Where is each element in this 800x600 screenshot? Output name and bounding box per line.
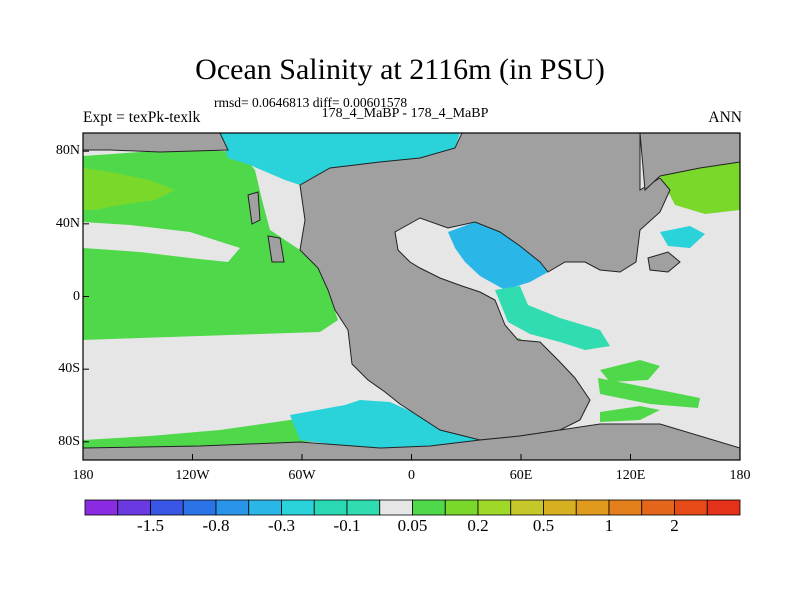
plot-title: Ocean Salinity at 2116m (in PSU) [195, 53, 605, 86]
colorbar-swatch [444, 499, 479, 516]
colorbar-label: 1 [604, 516, 614, 535]
land-antarctic-strip [83, 423, 740, 460]
negative-anomaly-tethys-south [495, 286, 610, 350]
x-tick-label: 0 [408, 468, 415, 483]
colorbar-swatch [575, 499, 610, 516]
colorbar-swatch [608, 499, 643, 516]
colorbar-swatch [346, 499, 381, 516]
colorbar-swatch [510, 499, 544, 516]
positive-anomaly-east-1 [600, 360, 660, 382]
positive-anomaly-southern-east [600, 406, 660, 422]
colorbar-swatch [313, 499, 348, 516]
colorbar-swatch [477, 499, 512, 516]
season-label: ANN [708, 109, 742, 126]
negative-anomaly-tethys [448, 222, 548, 290]
colorbar-label: 0.05 [397, 516, 428, 535]
colorbar-swatch [706, 499, 741, 516]
experiment-label: Expt = texPk-texlk [83, 109, 201, 126]
y-tick-label: 0 [73, 288, 80, 304]
colorbar-swatch [674, 499, 708, 516]
colorbar-swatch [641, 499, 675, 516]
x-tick-label: 180 [729, 468, 751, 483]
y-tick-label: 40S [58, 361, 80, 377]
neutral-inlet [83, 222, 240, 262]
colorbar-swatch [379, 499, 413, 516]
positive-anomaly-east-3 [660, 162, 740, 214]
land-fragment-west-2 [267, 235, 285, 263]
colorbar-label: 2 [670, 516, 679, 535]
stats-text: rmsd= 0.0646813 diff= 0.00601578 [214, 95, 408, 110]
colorbar-label: -0.3 [268, 516, 295, 535]
colorbar-swatch [117, 499, 151, 516]
positive-anomaly-east-2 [598, 378, 700, 408]
land-fragment-east [647, 251, 681, 273]
colorbar-swatch [150, 499, 184, 516]
x-tick-label: 60E [509, 468, 533, 483]
colorbar-swatch [248, 499, 282, 516]
colorbar-swatch [543, 499, 577, 516]
y-tick-label: 40N [55, 215, 80, 231]
colorbar-swatch [412, 499, 446, 516]
y-tick-label: 80S [58, 433, 80, 449]
negative-anomaly-east [660, 226, 705, 248]
colorbar [84, 499, 741, 516]
x-tick-label: 180 [72, 468, 94, 483]
colorbar-swatch [84, 499, 119, 516]
colorbar-swatch [281, 499, 315, 516]
x-tick-label: 60W [288, 468, 316, 483]
y-tick-label: 80N [55, 143, 80, 159]
negative-anomaly-arctic [220, 133, 460, 185]
axis-ticks [82, 150, 741, 460]
subtitle-label: 178_4_MaBP - 178_4_MaBP [321, 106, 489, 121]
colorbar-swatch [215, 499, 250, 516]
land-north-east [639, 133, 740, 192]
x-tick-label: 120E [615, 468, 646, 483]
land-pangaea [299, 133, 671, 441]
colorbar-label: -0.1 [333, 516, 361, 535]
colorbar-label: -0.8 [202, 516, 230, 535]
colorbar-label: -1.5 [137, 516, 164, 535]
land-fragment-north [83, 133, 229, 153]
negative-anomaly-southern [290, 400, 480, 448]
colorbar-label: 0.2 [467, 516, 489, 535]
colorbar-label: 0.5 [532, 516, 555, 535]
colorbar-swatch [182, 499, 217, 516]
land-fragment-west-1 [247, 191, 261, 225]
positive-anomaly-pacific-strong [83, 168, 175, 210]
map-field [83, 133, 740, 460]
x-tick-label: 120W [175, 468, 210, 483]
